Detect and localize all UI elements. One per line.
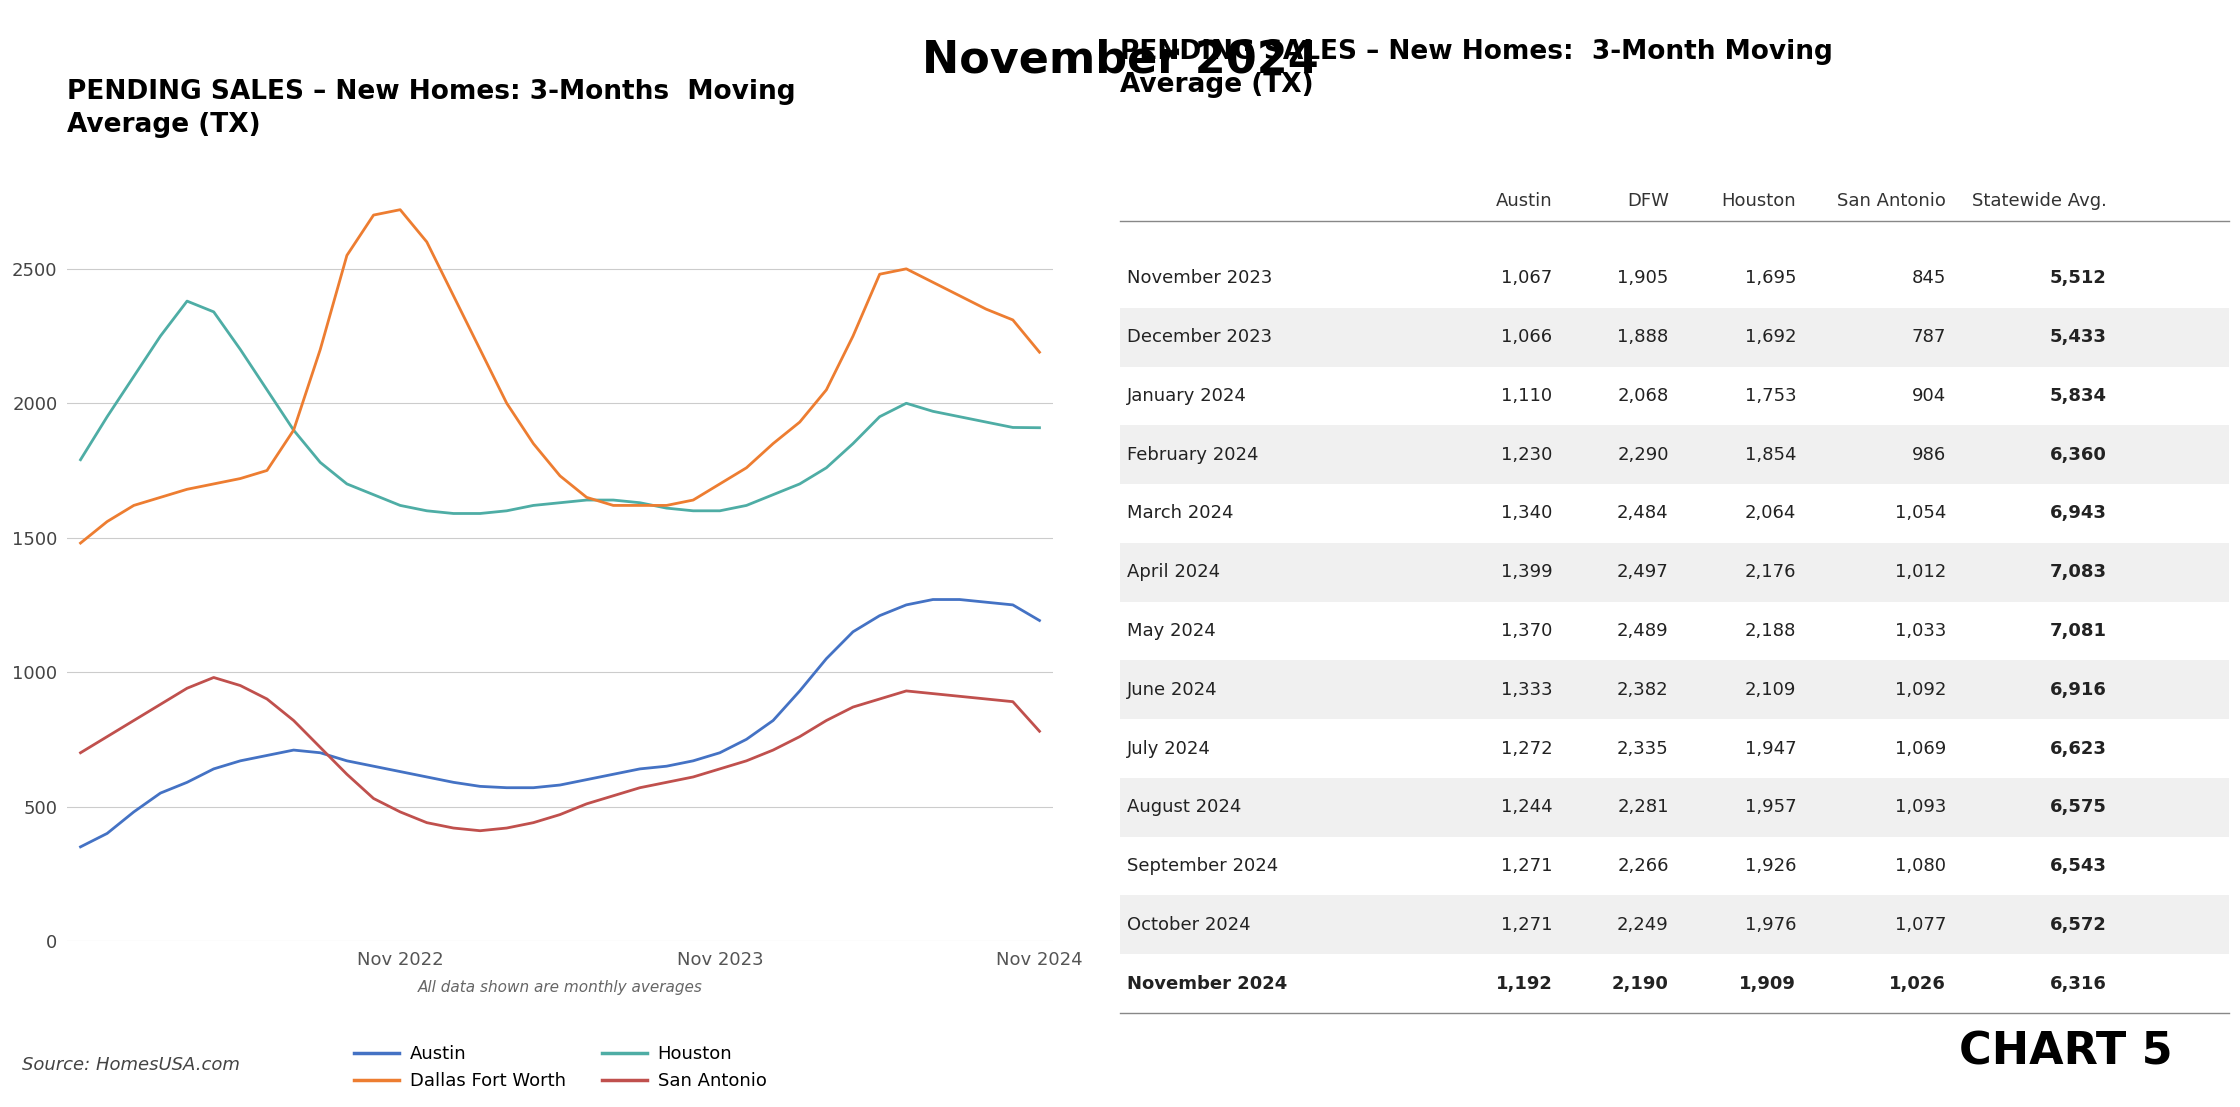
Text: 2,188: 2,188 — [1745, 622, 1796, 640]
Text: 1,340: 1,340 — [1501, 505, 1552, 523]
Text: October 2024: October 2024 — [1127, 915, 1250, 934]
Text: 5,433: 5,433 — [2050, 328, 2106, 346]
Text: 6,916: 6,916 — [2050, 681, 2106, 699]
Text: 1,230: 1,230 — [1501, 446, 1552, 464]
Text: July 2024: July 2024 — [1127, 739, 1210, 757]
Text: 6,360: 6,360 — [2050, 446, 2106, 464]
Text: June 2024: June 2024 — [1127, 681, 1216, 699]
Text: November 2024: November 2024 — [921, 39, 1319, 82]
Text: 1,077: 1,077 — [1895, 915, 1947, 934]
Text: 986: 986 — [1911, 446, 1947, 464]
Text: 6,316: 6,316 — [2050, 974, 2106, 993]
Text: 7,081: 7,081 — [2050, 622, 2106, 640]
Text: 5,512: 5,512 — [2050, 269, 2106, 288]
Text: 787: 787 — [1911, 328, 1947, 346]
Text: March 2024: March 2024 — [1127, 505, 1234, 523]
Text: PENDING SALES – New Homes:  3-Month Moving
Average (TX): PENDING SALES – New Homes: 3-Month Movin… — [1120, 39, 1832, 97]
Text: 1,092: 1,092 — [1895, 681, 1947, 699]
Text: 1,905: 1,905 — [1617, 269, 1669, 288]
Text: 2,190: 2,190 — [1613, 974, 1669, 993]
Text: 1,399: 1,399 — [1501, 563, 1552, 581]
Text: 2,489: 2,489 — [1617, 622, 1669, 640]
Text: 2,382: 2,382 — [1617, 681, 1669, 699]
Text: All data shown are monthly averages: All data shown are monthly averages — [417, 980, 703, 995]
Text: 5,834: 5,834 — [2050, 387, 2106, 405]
Text: 1,271: 1,271 — [1501, 857, 1552, 875]
Text: 2,249: 2,249 — [1617, 915, 1669, 934]
Text: 1,888: 1,888 — [1617, 328, 1669, 346]
Text: 1,093: 1,093 — [1895, 798, 1947, 816]
Text: 6,543: 6,543 — [2050, 857, 2106, 875]
Text: 1,066: 1,066 — [1501, 328, 1552, 346]
Text: 1,080: 1,080 — [1895, 857, 1947, 875]
Text: April 2024: April 2024 — [1127, 563, 1221, 581]
Text: DFW: DFW — [1626, 193, 1669, 210]
Text: February 2024: February 2024 — [1127, 446, 1259, 464]
Text: 1,957: 1,957 — [1745, 798, 1796, 816]
Text: 1,976: 1,976 — [1745, 915, 1796, 934]
Text: 1,370: 1,370 — [1501, 622, 1552, 640]
Text: 1,926: 1,926 — [1745, 857, 1796, 875]
Text: 7,083: 7,083 — [2050, 563, 2106, 581]
Text: 2,335: 2,335 — [1617, 739, 1669, 757]
Text: 2,176: 2,176 — [1745, 563, 1796, 581]
Text: 2,290: 2,290 — [1617, 446, 1669, 464]
Text: Statewide Avg.: Statewide Avg. — [1971, 193, 2106, 210]
Text: 845: 845 — [1911, 269, 1947, 288]
Text: 1,753: 1,753 — [1745, 387, 1796, 405]
Text: 2,064: 2,064 — [1745, 505, 1796, 523]
Text: 1,947: 1,947 — [1745, 739, 1796, 757]
Text: 1,110: 1,110 — [1501, 387, 1552, 405]
Text: 2,109: 2,109 — [1745, 681, 1796, 699]
Text: 904: 904 — [1911, 387, 1947, 405]
Text: 2,266: 2,266 — [1617, 857, 1669, 875]
Text: 2,281: 2,281 — [1617, 798, 1669, 816]
Text: Houston: Houston — [1723, 193, 1796, 210]
Legend: Austin, Dallas Fort Worth, Houston, San Antonio: Austin, Dallas Fort Worth, Houston, San … — [347, 1038, 773, 1097]
Text: 1,244: 1,244 — [1501, 798, 1552, 816]
Text: 2,068: 2,068 — [1617, 387, 1669, 405]
Text: PENDING SALES – New Homes: 3-Months  Moving
Average (TX): PENDING SALES – New Homes: 3-Months Movi… — [67, 80, 795, 138]
Text: Austin: Austin — [1496, 193, 1552, 210]
Text: 1,333: 1,333 — [1501, 681, 1552, 699]
Text: 1,692: 1,692 — [1745, 328, 1796, 346]
Text: December 2023: December 2023 — [1127, 328, 1272, 346]
Text: 1,272: 1,272 — [1501, 739, 1552, 757]
Text: 1,271: 1,271 — [1501, 915, 1552, 934]
Text: September 2024: September 2024 — [1127, 857, 1279, 875]
Text: 6,943: 6,943 — [2050, 505, 2106, 523]
Text: 6,575: 6,575 — [2050, 798, 2106, 816]
Text: 6,623: 6,623 — [2050, 739, 2106, 757]
Text: 1,695: 1,695 — [1745, 269, 1796, 288]
Text: Source: HomesUSA.com: Source: HomesUSA.com — [22, 1056, 240, 1074]
Text: May 2024: May 2024 — [1127, 622, 1216, 640]
Text: 1,192: 1,192 — [1496, 974, 1552, 993]
Text: CHART 5: CHART 5 — [1960, 1031, 2173, 1074]
Text: 1,069: 1,069 — [1895, 739, 1947, 757]
Text: November 2024: November 2024 — [1127, 974, 1288, 993]
Text: January 2024: January 2024 — [1127, 387, 1248, 405]
Text: 1,067: 1,067 — [1501, 269, 1552, 288]
Text: San Antonio: San Antonio — [1837, 193, 1947, 210]
Text: November 2023: November 2023 — [1127, 269, 1272, 288]
Text: 1,033: 1,033 — [1895, 622, 1947, 640]
Text: 1,909: 1,909 — [1740, 974, 1796, 993]
Text: 1,026: 1,026 — [1888, 974, 1947, 993]
Text: 1,012: 1,012 — [1895, 563, 1947, 581]
Text: 2,497: 2,497 — [1617, 563, 1669, 581]
Text: 2,484: 2,484 — [1617, 505, 1669, 523]
Text: 1,054: 1,054 — [1895, 505, 1947, 523]
Text: 6,572: 6,572 — [2050, 915, 2106, 934]
Text: August 2024: August 2024 — [1127, 798, 1241, 816]
Text: 1,854: 1,854 — [1745, 446, 1796, 464]
